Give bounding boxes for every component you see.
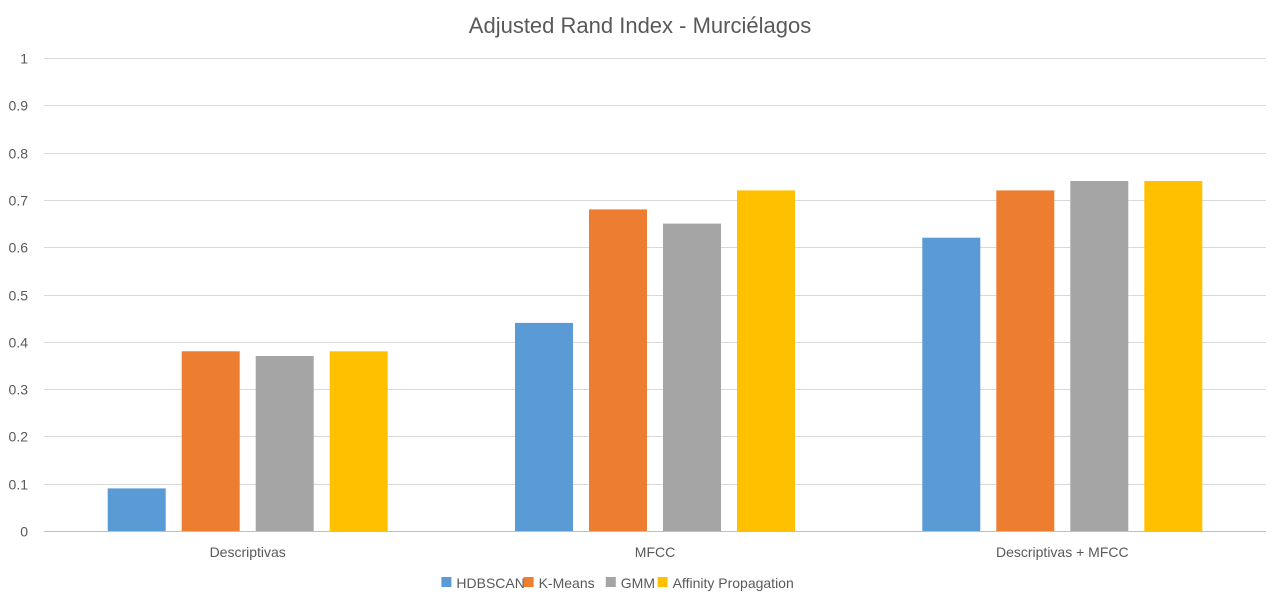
y-tick-label: 0.5 bbox=[9, 288, 29, 304]
y-tick-label: 0.7 bbox=[9, 193, 29, 209]
legend-swatch bbox=[441, 577, 452, 587]
legend-label: GMM bbox=[621, 575, 655, 591]
bar-hdbscan bbox=[922, 237, 981, 531]
legend-swatch bbox=[523, 577, 534, 587]
legend: HDBSCAN K-Means GMM Affinity Propagation bbox=[441, 575, 794, 591]
bars bbox=[107, 181, 1203, 531]
legend-swatch bbox=[605, 577, 616, 587]
legend-swatch bbox=[657, 577, 668, 587]
legend-label: K-Means bbox=[539, 575, 595, 591]
y-tick-label: 0.6 bbox=[9, 240, 29, 256]
y-tick-label: 0.2 bbox=[9, 429, 29, 445]
x-axis-categories: Descriptivas MFCC Descriptivas + MFCC bbox=[210, 544, 1129, 560]
x-category-label: Descriptivas bbox=[210, 544, 286, 560]
chart-title: Adjusted Rand Index - Murciélagos bbox=[469, 13, 811, 38]
y-axis-ticks: 0 0.1 0.2 0.3 0.4 0.5 0.6 0.7 0.8 0.9 1 bbox=[9, 51, 29, 540]
bar-gmm bbox=[663, 223, 721, 531]
bar-k-means bbox=[589, 209, 647, 531]
legend-label: HDBSCAN bbox=[456, 575, 524, 591]
bar-k-means bbox=[996, 190, 1055, 531]
bar-affinity-propagation bbox=[329, 351, 388, 531]
y-tick-label: 1 bbox=[20, 51, 28, 67]
y-tick-label: 0.9 bbox=[9, 98, 29, 114]
y-tick-label: 0.8 bbox=[9, 146, 29, 162]
bar-gmm bbox=[255, 356, 314, 531]
y-tick-label: 0.4 bbox=[9, 335, 29, 351]
bar-hdbscan bbox=[515, 322, 573, 531]
y-tick-label: 0.1 bbox=[9, 477, 29, 493]
bar-hdbscan bbox=[107, 488, 166, 531]
gridlines bbox=[44, 58, 1266, 485]
bar-k-means bbox=[181, 351, 240, 531]
x-category-label: Descriptivas + MFCC bbox=[996, 544, 1129, 560]
y-tick-label: 0.3 bbox=[9, 382, 29, 398]
bar-affinity-propagation bbox=[1144, 181, 1203, 531]
legend-label: Affinity Propagation bbox=[673, 575, 794, 591]
bar-gmm bbox=[1070, 181, 1129, 531]
y-tick-label: 0 bbox=[20, 524, 28, 540]
bar-affinity-propagation bbox=[737, 190, 795, 531]
x-category-label: MFCC bbox=[635, 544, 675, 560]
